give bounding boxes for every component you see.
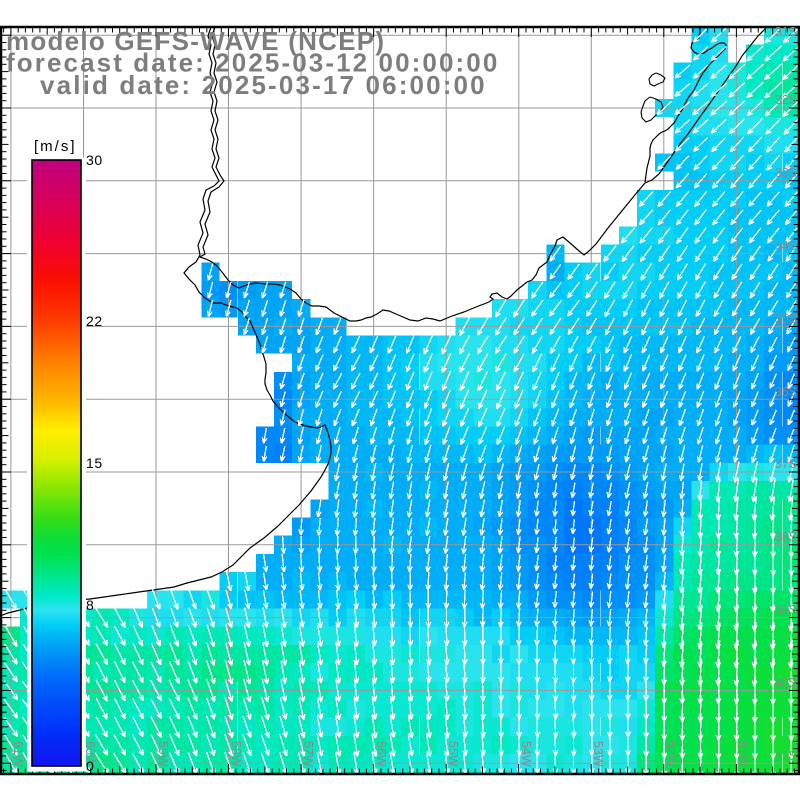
svg-text:54W: 54W (519, 741, 533, 767)
svg-text:valid date: 2025-03-17 06:00:0: valid date: 2025-03-17 06:00:00 (40, 70, 487, 100)
svg-text:15: 15 (86, 455, 103, 471)
svg-text:55W: 55W (446, 741, 460, 767)
svg-text:33S: 33S (775, 166, 797, 180)
svg-text:37S: 37S (775, 457, 797, 471)
svg-text:34S: 34S (775, 239, 797, 253)
svg-text:53W: 53W (591, 741, 605, 767)
svg-text:59W: 59W (156, 741, 170, 767)
svg-text:61W: 61W (11, 741, 25, 767)
svg-text:30: 30 (86, 152, 103, 168)
svg-text:22: 22 (86, 313, 103, 329)
svg-text:modelo GEFS-WAVE (NCEP): modelo GEFS-WAVE (NCEP) (6, 26, 385, 56)
svg-text:0: 0 (86, 758, 94, 774)
svg-text:forecast date: 2025-03-12 00:0: forecast date: 2025-03-12 00:00:00 (6, 48, 499, 78)
svg-text:41S: 41S (775, 749, 797, 763)
svg-text:51W: 51W (736, 741, 750, 767)
svg-text:35S: 35S (775, 312, 797, 326)
svg-text:56W: 56W (374, 741, 388, 767)
svg-text:32S: 32S (775, 93, 797, 107)
svg-text:[m/s]: [m/s] (34, 138, 77, 155)
svg-text:52W: 52W (664, 741, 678, 767)
svg-text:38S: 38S (775, 530, 797, 544)
svg-text:31S: 31S (775, 25, 797, 39)
svg-text:8: 8 (86, 597, 94, 613)
svg-text:36S: 36S (775, 385, 797, 399)
svg-text:60W: 60W (83, 741, 97, 767)
svg-text:57W: 57W (301, 741, 315, 767)
svg-text:58W: 58W (229, 741, 243, 767)
svg-text:39S: 39S (775, 603, 797, 617)
svg-text:40S: 40S (775, 676, 797, 690)
